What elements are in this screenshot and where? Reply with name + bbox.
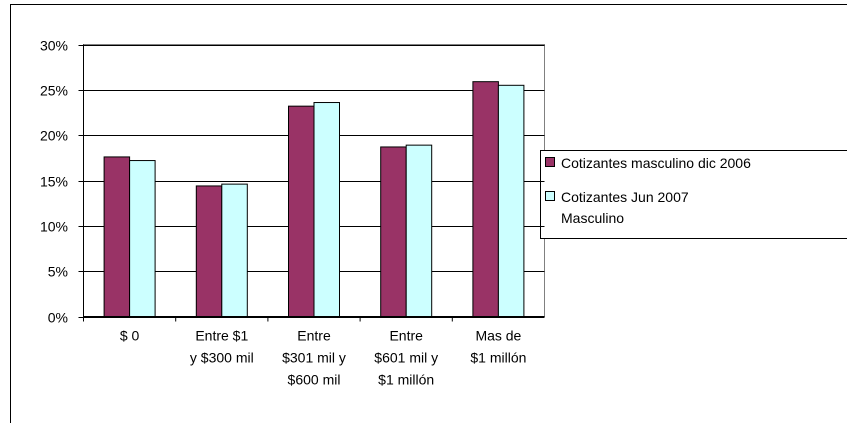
bar: [472, 81, 499, 317]
y-tick-label: 20%: [40, 128, 68, 144]
y-tick-label: 30%: [40, 38, 68, 54]
y-tick-label: 5%: [48, 264, 68, 280]
bar: [405, 144, 433, 317]
bar: [380, 146, 407, 317]
bar: [195, 185, 223, 317]
x-tick-label: Entre $1 y $300 mil: [190, 328, 254, 366]
bar: [129, 160, 156, 317]
y-tick-label: 0%: [48, 310, 68, 326]
legend-swatch: [545, 157, 555, 167]
x-tick-label: Mas de $1 millón: [470, 328, 526, 366]
legend: [540, 150, 847, 239]
bar: [103, 156, 131, 317]
bar: [288, 105, 315, 317]
y-tick-label: 25%: [40, 83, 68, 99]
bar: [221, 183, 248, 317]
x-tick-label: Entre $601 mil y $1 millón: [374, 328, 438, 388]
y-tick-label: 10%: [40, 219, 68, 235]
bar: [497, 84, 525, 317]
legend-label: Cotizantes Jun 2007 Masculino: [561, 189, 689, 226]
x-tick-label: Entre $301 mil y $600 mil: [282, 328, 346, 388]
y-tick-label: 15%: [40, 174, 68, 190]
bar: [313, 102, 340, 317]
legend-label: Cotizantes masculino dic 2006: [561, 155, 751, 171]
x-tick-label: $ 0: [120, 328, 140, 344]
legend-swatch: [545, 191, 555, 201]
